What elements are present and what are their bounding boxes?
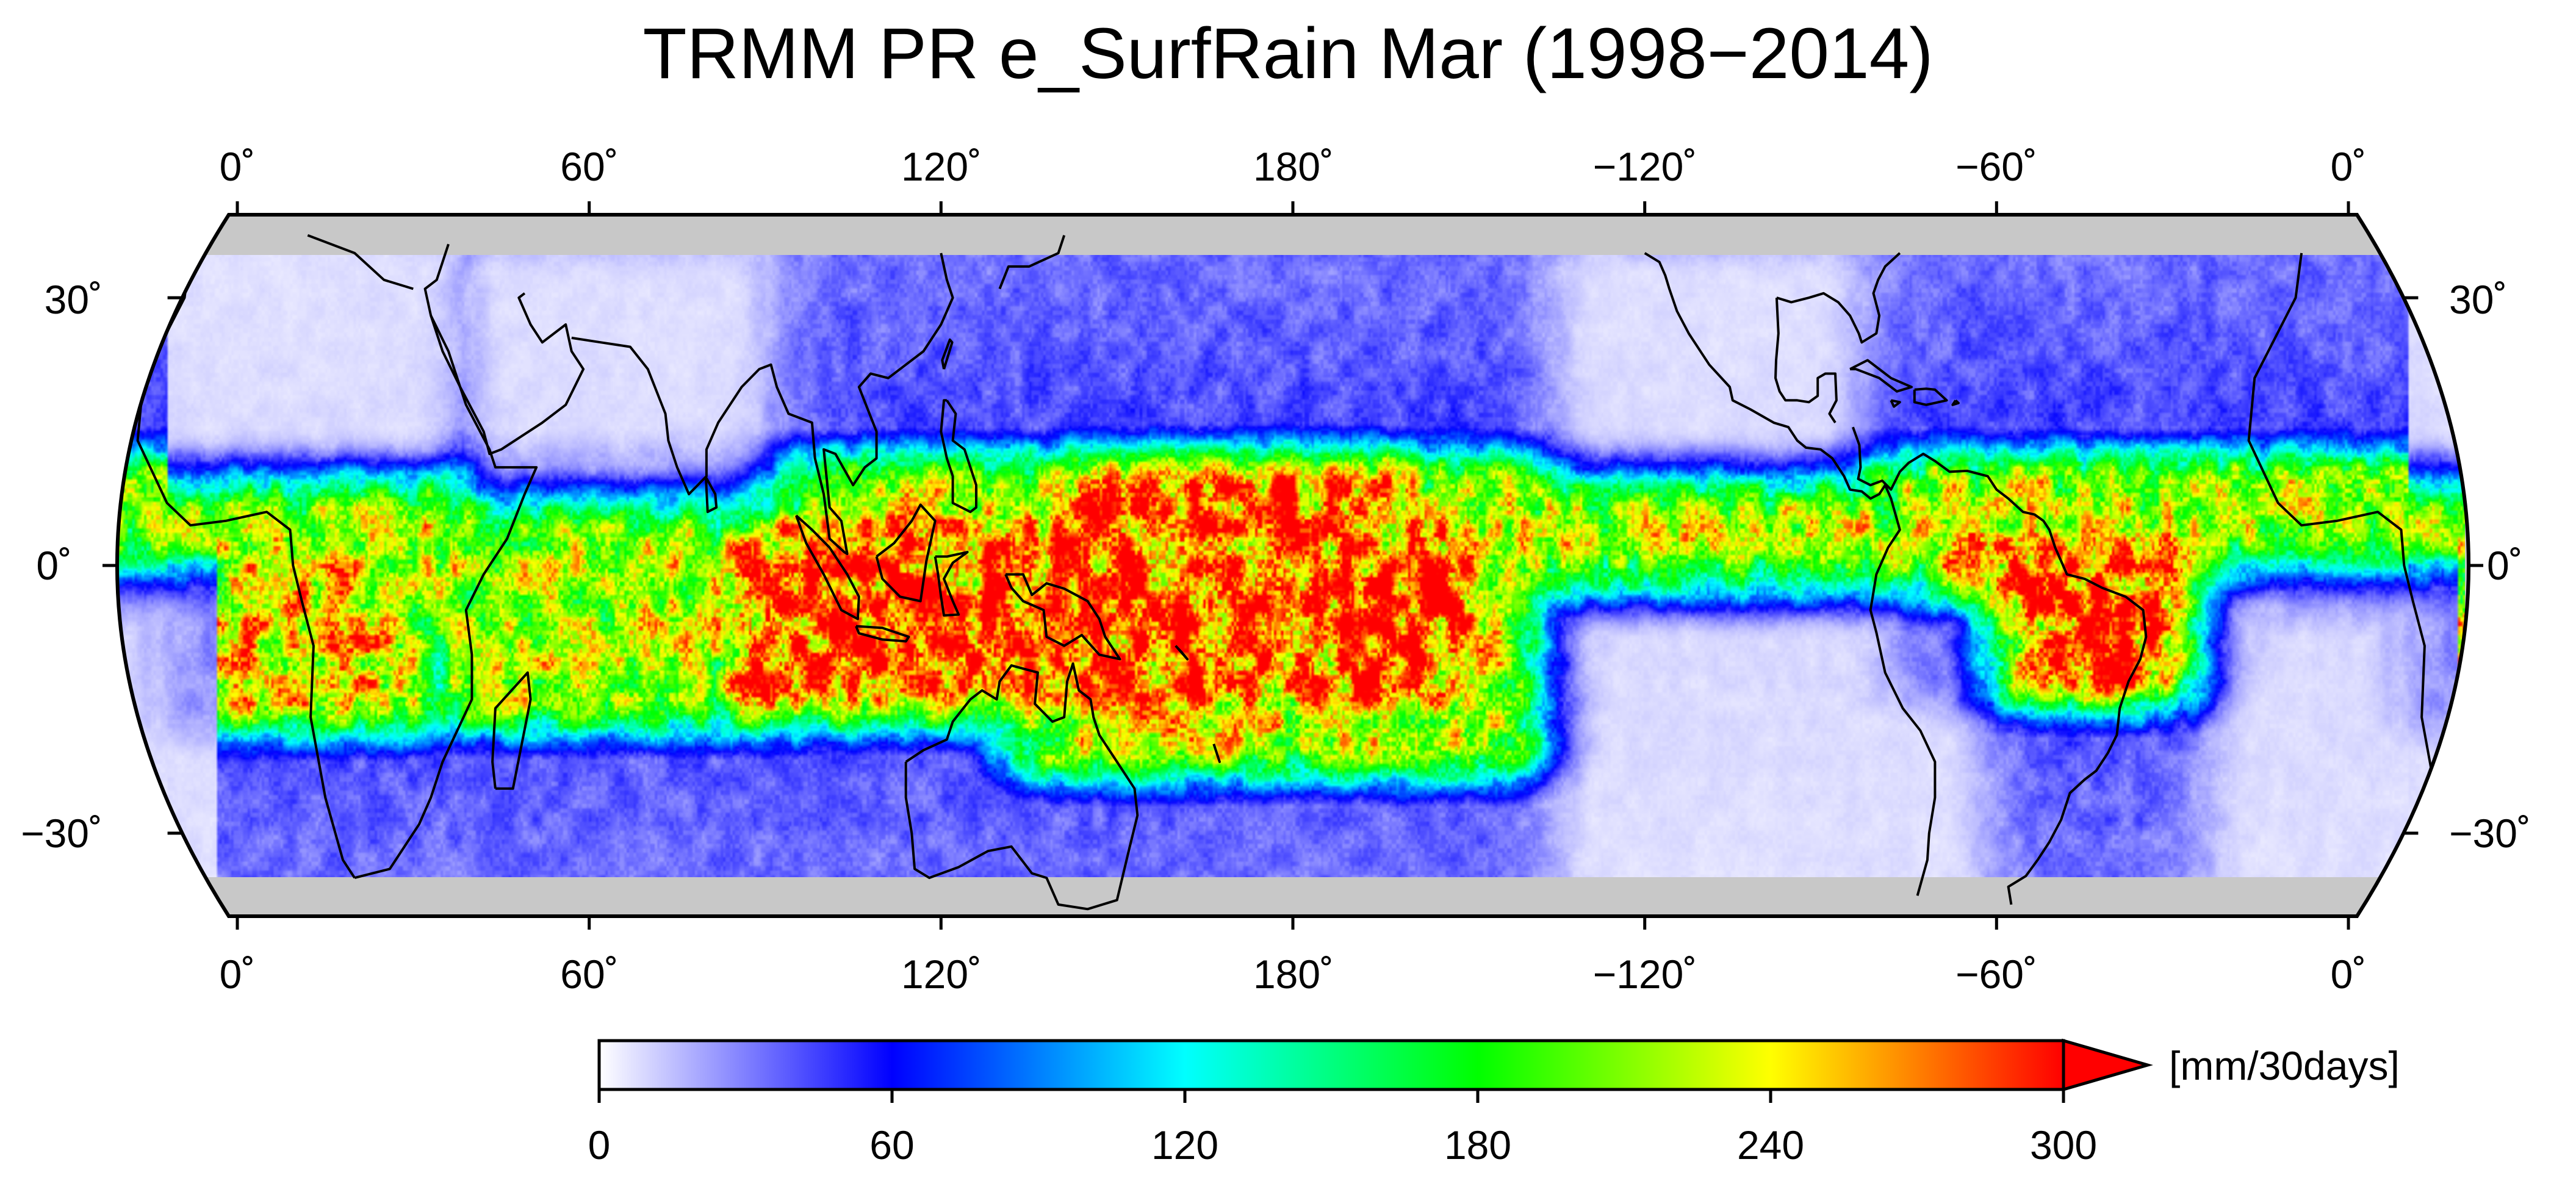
coastline-segment bbox=[875, 503, 937, 603]
colorbar-tick-label: 60 bbox=[869, 1122, 914, 1168]
lon-label-bottom: 60˚ bbox=[560, 952, 618, 997]
lon-label-top: 0˚ bbox=[220, 144, 256, 189]
lat-labels-left: 30˚ 0˚ −30˚ bbox=[21, 277, 103, 856]
lon-label-top: 180˚ bbox=[1253, 144, 1334, 189]
lon-label-top: 0˚ bbox=[2331, 144, 2367, 189]
coastline-segment bbox=[430, 292, 585, 456]
coastline-segment bbox=[795, 514, 860, 620]
coastline-segment bbox=[1852, 426, 2148, 905]
colorbar-extend-triangle bbox=[2062, 1038, 2153, 1092]
coastline-segment bbox=[1890, 399, 1901, 408]
colorbar-gradient bbox=[597, 1039, 2065, 1091]
coastline-segment bbox=[998, 235, 1066, 290]
coastline-segment bbox=[1913, 387, 1948, 406]
coastline-segment bbox=[934, 551, 969, 617]
map-frame bbox=[115, 213, 2470, 918]
colorbar-tick-label: 300 bbox=[2030, 1122, 2097, 1168]
lat-labels-right: 30˚ 0˚ −30˚ bbox=[2449, 277, 2531, 856]
coastline-segment bbox=[1644, 252, 1937, 896]
colorbar-tick-label: 240 bbox=[1737, 1122, 1804, 1168]
map-clip-group bbox=[117, 215, 2469, 916]
coastline-segment bbox=[1004, 573, 1121, 661]
lon-labels-bottom: 0˚ 60˚ 120˚ 180˚ −120˚ −60˚ 0˚ bbox=[220, 952, 2367, 997]
coastline-segment bbox=[2247, 253, 2467, 879]
lat-label-left: 30˚ bbox=[45, 277, 103, 322]
coastline-segment bbox=[491, 671, 532, 790]
lon-label-bottom: 180˚ bbox=[1253, 952, 1334, 997]
coastline-segment bbox=[941, 338, 954, 370]
lat-label-right: −30˚ bbox=[2449, 811, 2531, 856]
lat-label-left: 0˚ bbox=[36, 543, 72, 588]
coastline-segment bbox=[1774, 298, 1838, 423]
colorbar-tick-label: 120 bbox=[1151, 1122, 1218, 1168]
coastline-segment bbox=[571, 253, 954, 555]
colorbar-unit: [mm/30days] bbox=[2169, 1043, 2400, 1088]
rainfall-heatmap bbox=[117, 255, 2465, 877]
lon-ticks bbox=[236, 201, 2350, 930]
lat-label-right: 0˚ bbox=[2487, 543, 2523, 588]
colorbar-tick-label: 0 bbox=[588, 1122, 611, 1168]
lat-label-right: 30˚ bbox=[2449, 277, 2507, 322]
colorbar-ticks bbox=[597, 1089, 2065, 1103]
lon-label-top: −120˚ bbox=[1593, 144, 1697, 189]
coastline-segment bbox=[1849, 359, 1913, 393]
coastline-segment bbox=[1776, 252, 1901, 344]
lon-label-top: 60˚ bbox=[560, 144, 618, 189]
lon-label-bottom: −60˚ bbox=[1955, 952, 2037, 997]
coastline-segment bbox=[940, 399, 977, 514]
figure-title: TRMM PR e_SurfRain Mar (1998−2014) bbox=[642, 13, 1933, 94]
lon-label-top: 120˚ bbox=[901, 144, 982, 189]
lat-label-left: −30˚ bbox=[21, 811, 103, 856]
coastline-segment bbox=[1212, 743, 1221, 763]
colorbar-tick-labels: 0 60 120 180 240 300 bbox=[588, 1122, 2097, 1168]
coastlines bbox=[136, 234, 2469, 911]
lat-ticks bbox=[103, 296, 2483, 835]
coastline-segment bbox=[704, 476, 718, 514]
lon-label-bottom: −120˚ bbox=[1593, 952, 1697, 997]
colorbar-tick-label: 180 bbox=[1444, 1122, 1511, 1168]
lon-labels-top: 0˚ 60˚ 120˚ 180˚ −120˚ −60˚ 0˚ bbox=[220, 144, 2367, 189]
coastline-segment bbox=[307, 234, 414, 290]
coastline-segment bbox=[904, 662, 1139, 911]
coastline-segment bbox=[855, 625, 910, 643]
coastline-segment bbox=[1175, 645, 1189, 661]
coastline-segment bbox=[1951, 399, 1960, 406]
lon-label-bottom: 0˚ bbox=[2331, 952, 2367, 997]
map-panel: 0˚ 60˚ 120˚ 180˚ −120˚ −60˚ 0˚ 0˚ 60˚ 12… bbox=[21, 144, 2531, 997]
lon-label-top: −60˚ bbox=[1955, 144, 2037, 189]
colorbar: 0 60 120 180 240 300 [mm/30days] bbox=[588, 1038, 2400, 1168]
lon-label-bottom: 0˚ bbox=[220, 952, 256, 997]
lon-label-bottom: 120˚ bbox=[901, 952, 982, 997]
